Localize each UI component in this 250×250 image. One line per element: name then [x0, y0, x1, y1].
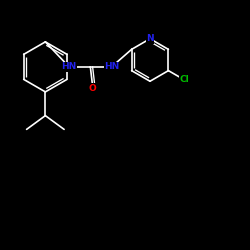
Text: O: O: [89, 84, 97, 92]
Text: HN: HN: [62, 62, 77, 72]
Text: HN: HN: [104, 62, 119, 72]
Text: Cl: Cl: [180, 76, 190, 84]
Text: N: N: [146, 34, 154, 43]
